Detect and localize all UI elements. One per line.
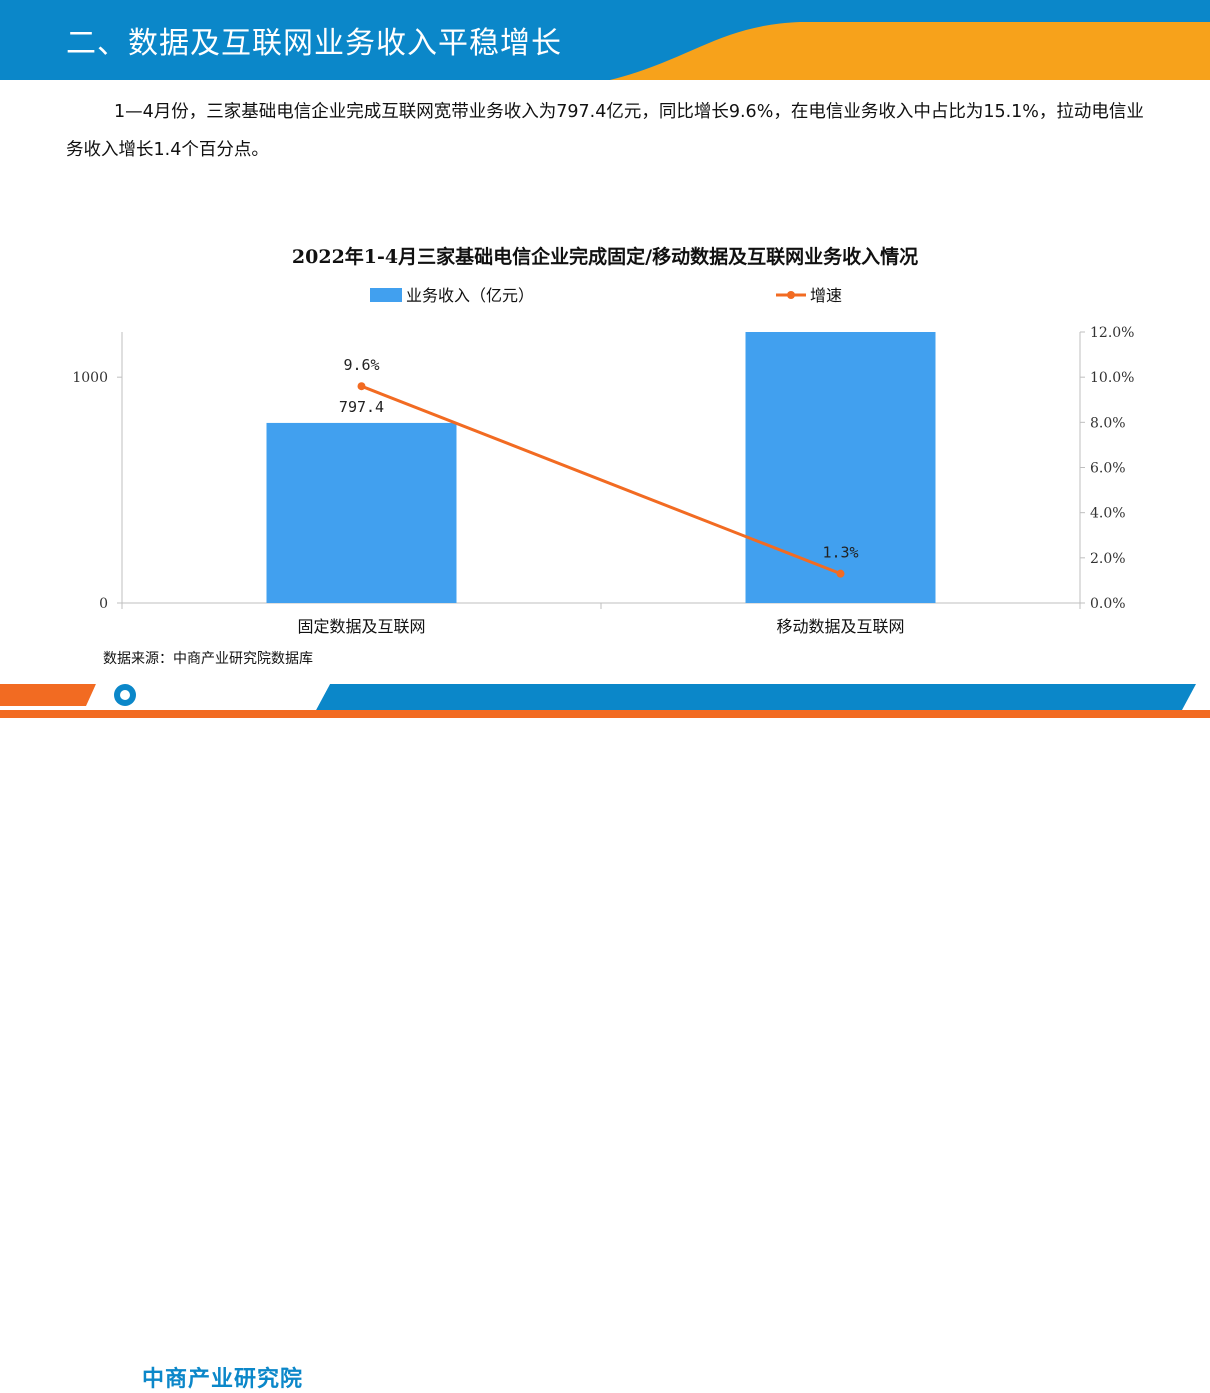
footer-logo-text: 中商产业研究院 [142,1367,304,1392]
y-left-tick-label: 1000 [72,370,108,386]
page-title: 二、数据及互联网业务收入平稳增长 [66,26,562,61]
x-category-label: 固定数据及互联网 [297,617,425,636]
chart-axes: 0 1000 0.0% 2.0% 4.0% 6.0% 8.0% 10.0% 12.0% 固定数据及… [72,325,1134,636]
header-banner: 二、数据及互联网业务收入平稳增长 [0,0,1210,80]
growth-data-label: 1.3% [822,544,858,562]
growth-point [836,569,845,578]
legend-swatch-bar [370,288,402,302]
y-left-tick-label: 0 [99,596,108,612]
footer-slogan: 为全球商业领袖提供决策咨询 [745,1369,954,1388]
chart-bars: 797.4 [266,332,936,603]
bar [745,332,936,603]
bar [266,422,457,603]
x-category-label: 移动数据及互联网 [776,617,904,636]
chart-legend: 业务收入（亿元） 增速 [370,286,842,305]
intro-paragraph: 1—4月份，三家基础电信企业完成互联网宽带业务收入为797.4亿元，同比增长9.… [66,102,1144,160]
y-right-tick-label: 0.0% [1090,596,1126,612]
y-right-tick-label: 2.0% [1090,551,1126,567]
footer-shape [0,684,1210,718]
growth-point [357,382,366,391]
y-right-tick-label: 12.0% [1090,325,1134,341]
chart-line: 9.6% 1.3% [343,356,859,578]
legend-swatch-point [787,291,795,299]
y-right-tick-label: 10.0% [1090,370,1134,386]
y-right-tick-label: 8.0% [1090,415,1126,431]
y-right-tick-label: 6.0% [1090,461,1126,477]
header-shape [0,0,1210,80]
bar-data-label: 797.4 [339,398,384,416]
footer-phone: 400-666-1917 [993,1365,1130,1384]
footer-bar: 中商产业研究院 为全球商业领袖提供决策咨询 400-666-1917 [0,680,1210,1392]
legend-label-line: 增速 [810,286,842,305]
chart-title: 2022年1-4月三家基础电信企业完成固定/移动数据及互联网业务收入情况 [291,246,919,268]
growth-data-label: 9.6% [343,356,379,374]
legend-label-bar: 业务收入（亿元） [406,286,534,305]
data-source: 数据来源：中商产业研究院数据库 [103,651,313,667]
combo-chart: 业务收入（亿元） 增速 0 1000 0.0% 2.0% 4.0% 6.0% 8.0% 10.0… [72,286,1134,636]
y-right-tick-label: 4.0% [1090,506,1126,522]
growth-line [360,384,842,576]
